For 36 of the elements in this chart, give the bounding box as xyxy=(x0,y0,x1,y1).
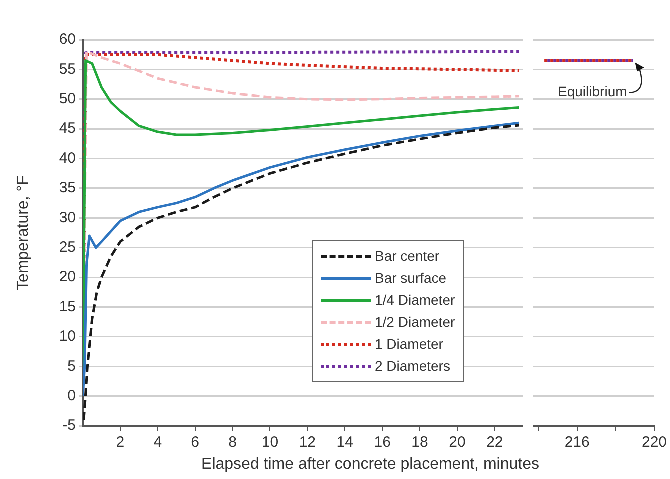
y-tick-label: 5 xyxy=(68,358,76,375)
y-tick-label: 20 xyxy=(59,268,76,286)
x-tick-label: 216 xyxy=(564,434,590,452)
legend-label: 1/4 Diameter xyxy=(375,292,456,308)
y-tick-label: 0 xyxy=(68,387,76,404)
legend-label: 2 Diameters xyxy=(375,358,450,374)
x-tick-label: 6 xyxy=(191,434,200,452)
legend-label: Bar center xyxy=(375,248,440,264)
x-tick-label: 12 xyxy=(299,434,316,452)
y-tick-label: 60 xyxy=(59,31,76,48)
x-tick-label: 22 xyxy=(486,434,504,452)
x-tick-label: 220 xyxy=(642,434,667,452)
y-tick-label: 25 xyxy=(59,238,76,256)
x-tick-label: 10 xyxy=(262,434,279,452)
x-tick-label: 2 xyxy=(116,434,125,452)
y-tick-label: 40 xyxy=(59,150,76,167)
y-tick-label: 15 xyxy=(59,298,76,316)
x-tick-label: 4 xyxy=(154,434,162,452)
y-tick-label: -5 xyxy=(62,417,76,434)
y-tick-label: 10 xyxy=(59,328,76,346)
legend-label: Bar surface xyxy=(375,270,447,286)
y-tick-label: 35 xyxy=(59,180,76,197)
y-tick-label: 50 xyxy=(59,90,76,108)
legend-label: 1/2 Diameter xyxy=(375,314,456,330)
x-tick-label: 20 xyxy=(449,434,466,452)
y-tick-label: 30 xyxy=(59,209,76,226)
y-axis-title: Temperature, °F xyxy=(15,175,32,290)
y-tick-label: 55 xyxy=(59,60,76,78)
y-tick-label: 45 xyxy=(59,120,76,138)
x-axis-title: Elapsed time after concrete placement, minutes xyxy=(200,456,540,474)
x-tick-label: 14 xyxy=(336,434,354,452)
annotation: Equilibrium xyxy=(558,84,628,100)
x-tick-label: 8 xyxy=(228,434,237,452)
x-tick-label: 16 xyxy=(374,434,391,452)
legend-label: 1 Diameter xyxy=(375,336,444,352)
x-tick-label: 18 xyxy=(412,434,428,452)
